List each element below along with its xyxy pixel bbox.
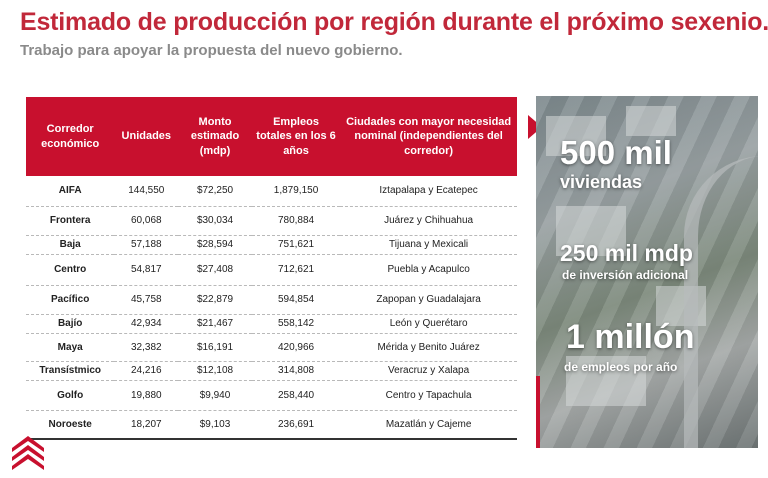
table-cell-monto: $9,940	[178, 380, 252, 411]
stacked-chevrons-icon	[12, 436, 44, 470]
housing-aerial-photo: 500 mil viviendas 250 mil mdp de inversi…	[536, 96, 758, 448]
table-cell-ciudades: Mérida y Benito Juárez	[340, 333, 517, 362]
column-header-corredor: Corredor económico	[26, 97, 115, 176]
table-cell-ciudades: Iztapalapa y Ecatepec	[340, 176, 517, 207]
table-row: Baja 57,188 $28,594 751,621 Tijuana y Mexica…	[26, 235, 517, 255]
stat-empleos-label: de empleos por año	[564, 360, 678, 374]
table-row: Golfo 19,880 $9,940 258,440 Centro y Tapachu…	[26, 380, 517, 411]
table-cell-unidades: 60,068	[114, 206, 179, 236]
table-cell-empleos: 420,966	[251, 333, 341, 362]
stat-empleos-value: 1 millón	[566, 318, 695, 356]
table-cell-unidades: 42,934	[114, 314, 179, 334]
table-cell-unidades: 32,382	[114, 333, 179, 362]
table-cell-empleos: 1,879,150	[251, 176, 341, 207]
table-cell-corredor: Noroeste	[26, 410, 115, 440]
stat-inversion-label: de inversión adicional	[562, 268, 689, 282]
table-cell-monto: $16,191	[178, 333, 252, 362]
page-title: Estimado de producción por región durant…	[20, 8, 768, 36]
table-cell-unidades: 57,188	[114, 235, 179, 255]
table-cell-corredor: Pacífico	[26, 285, 115, 315]
table-row: Noroeste 18,207 $9,103 236,691 Mazatlán y Ca…	[26, 410, 517, 440]
production-table: Corredor económico Unidades Monto estima…	[26, 97, 517, 440]
table-cell-empleos: 558,142	[251, 314, 341, 334]
table-row: Pacífico 45,758 $22,879 594,854 Zapopan y Gu…	[26, 285, 517, 315]
table-cell-monto: $72,250	[178, 176, 252, 207]
table-cell-empleos: 236,691	[251, 410, 341, 440]
table-cell-empleos: 751,621	[251, 235, 341, 255]
page-subtitle: Trabajo para apoyar la propuesta del nue…	[20, 42, 403, 59]
table-cell-ciudades: León y Querétaro	[340, 314, 517, 334]
table-cell-unidades: 45,758	[114, 285, 179, 315]
table-cell-unidades: 144,550	[114, 176, 179, 207]
accent-bar	[536, 376, 540, 448]
table-cell-monto: $27,408	[178, 254, 252, 286]
column-header-empleos: Empleos totales en los 6 años	[251, 97, 341, 176]
column-header-ciudades: Ciudades con mayor necesidad nominal (in…	[340, 97, 517, 176]
table-cell-monto: $12,108	[178, 361, 252, 381]
table-cell-corredor: Golfo	[26, 380, 115, 411]
table-cell-corredor: Bajío	[26, 314, 115, 334]
table-cell-unidades: 19,880	[114, 380, 179, 411]
table-body: AIFA 144,550 $72,250 1,879,150 Iztapalapa y …	[26, 176, 517, 440]
column-header-monto: Monto estimado (mdp)	[178, 97, 252, 176]
table-cell-unidades: 18,207	[114, 410, 179, 440]
table-cell-corredor: Frontera	[26, 206, 115, 236]
table-cell-ciudades: Puebla y Acapulco	[340, 254, 517, 286]
table-cell-monto: $28,594	[178, 235, 252, 255]
stat-inversion-value: 250 mil mdp	[560, 240, 693, 266]
table-cell-ciudades: Mazatlán y Cajeme	[340, 410, 517, 440]
table-cell-corredor: Centro	[26, 254, 115, 286]
table-cell-ciudades: Veracruz y Xalapa	[340, 361, 517, 381]
table-cell-ciudades: Juárez y Chihuahua	[340, 206, 517, 236]
table-cell-empleos: 594,854	[251, 285, 341, 315]
table-cell-monto: $30,034	[178, 206, 252, 236]
table-cell-ciudades: Zapopan y Guadalajara	[340, 285, 517, 315]
table-cell-unidades: 24,216	[114, 361, 179, 381]
table-cell-empleos: 712,621	[251, 254, 341, 286]
stat-viviendas-label: viviendas	[560, 172, 643, 192]
column-header-unidades: Unidades	[114, 97, 179, 176]
table-cell-corredor: Transístmico	[26, 361, 115, 381]
table-cell-corredor: Maya	[26, 333, 115, 362]
table-cell-monto: $21,467	[178, 314, 252, 334]
stat-viviendas-value: 500 mil	[560, 134, 672, 171]
table-cell-ciudades: Tijuana y Mexicali	[340, 235, 517, 255]
table-cell-corredor: AIFA	[26, 176, 115, 207]
production-table-container: Corredor económico Unidades Monto estima…	[26, 97, 517, 449]
table-row: Frontera 60,068 $30,034 780,884 Juárez y Chi…	[26, 206, 517, 236]
table-row: Transístmico 24,216 $12,108 314,808 Veracruz…	[26, 361, 517, 381]
table-row: AIFA 144,550 $72,250 1,879,150 Iztapalapa y …	[26, 176, 517, 207]
table-cell-empleos: 780,884	[251, 206, 341, 236]
table-row: Maya 32,382 $16,191 420,966 Mérida y Benito …	[26, 333, 517, 362]
table-cell-corredor: Baja	[26, 235, 115, 255]
table-cell-empleos: 314,808	[251, 361, 341, 381]
table-cell-empleos: 258,440	[251, 380, 341, 411]
table-row: Centro 54,817 $27,408 712,621 Puebla y Acapu…	[26, 254, 517, 286]
table-cell-monto: $22,879	[178, 285, 252, 315]
table-cell-monto: $9,103	[178, 410, 252, 440]
table-header: Corredor económico Unidades Monto estima…	[26, 97, 517, 176]
table-row: Bajío 42,934 $21,467 558,142 León y Querétar…	[26, 314, 517, 334]
table-cell-ciudades: Centro y Tapachula	[340, 380, 517, 411]
table-cell-unidades: 54,817	[114, 254, 179, 286]
